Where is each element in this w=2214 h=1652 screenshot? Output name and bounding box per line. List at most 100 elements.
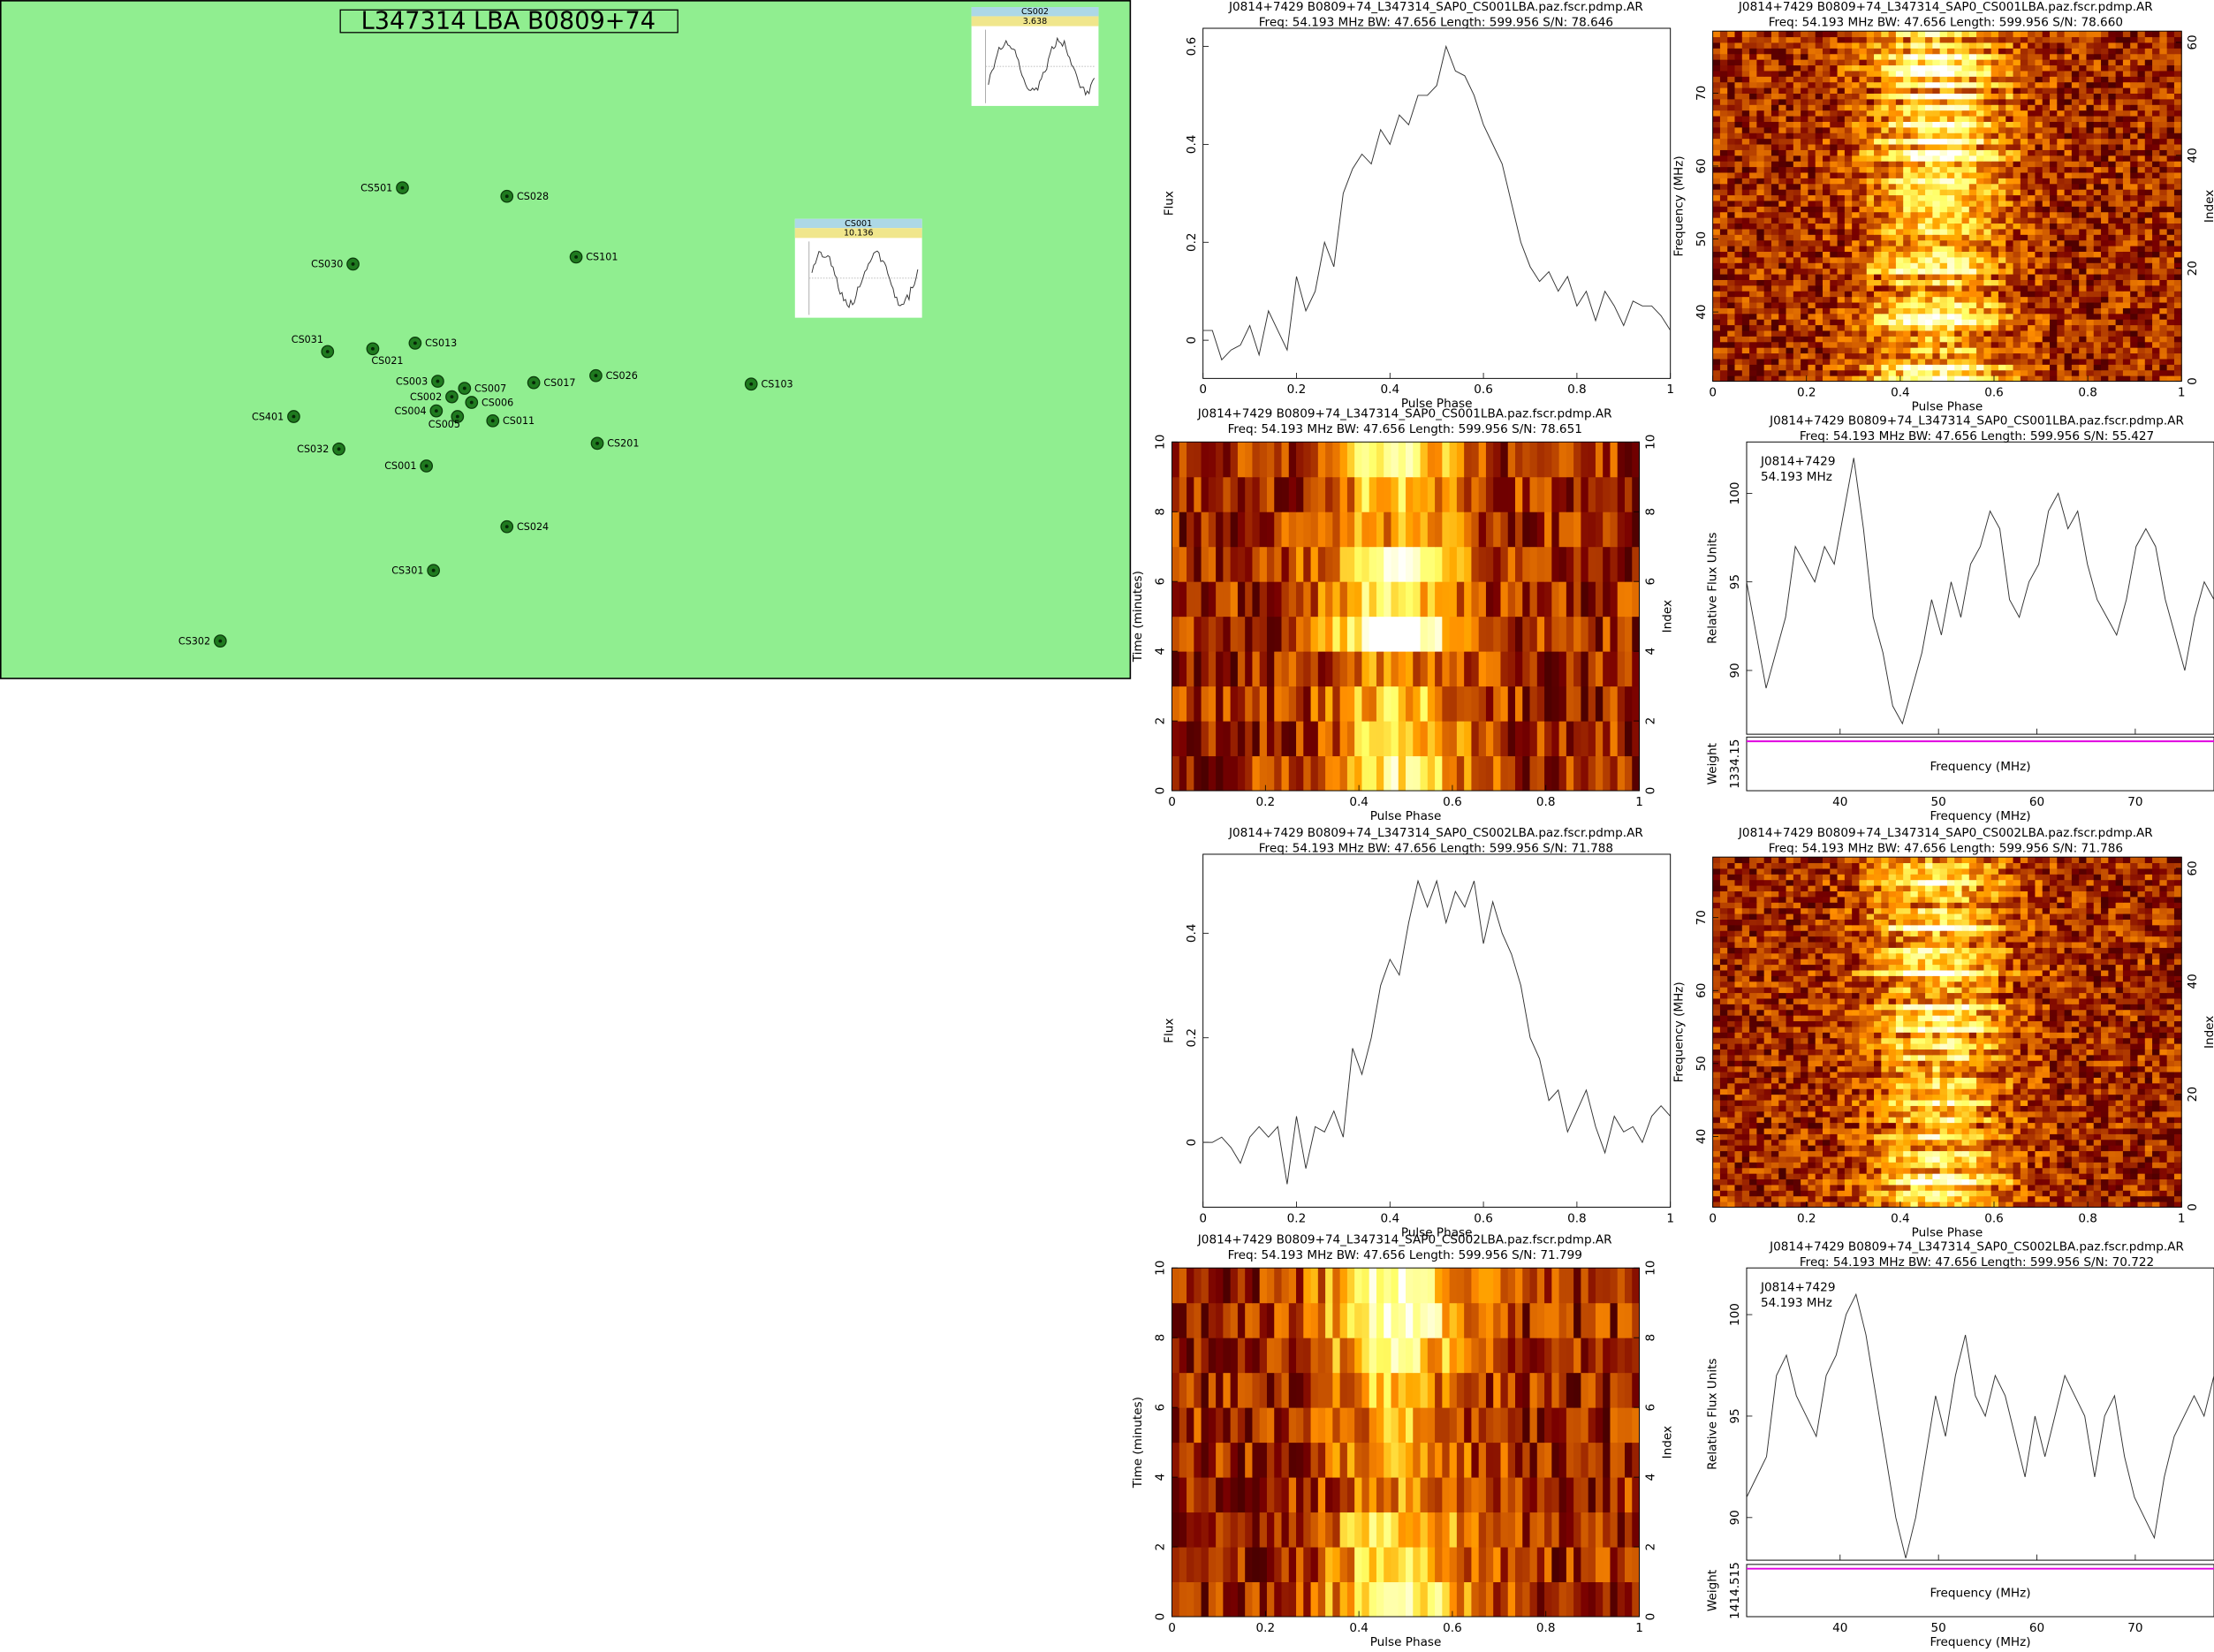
heatmap-cell — [2079, 70, 2087, 77]
heatmap-cell — [1763, 347, 1772, 354]
heatmap-cell — [1946, 239, 1955, 246]
heatmap-cell — [1317, 616, 1326, 652]
heatmap-cell — [1296, 721, 1304, 757]
heatmap-cell — [2108, 183, 2117, 190]
heatmap-cell — [1822, 279, 1831, 286]
heatmap-cell — [1874, 302, 1882, 308]
heatmap-cell — [2079, 161, 2087, 168]
heatmap-cell — [1976, 116, 1984, 122]
heatmap-cell — [2101, 42, 2109, 49]
heatmap-cell — [1801, 330, 1808, 337]
heatmap-cell — [2020, 178, 2028, 185]
heatmap-cell — [2173, 155, 2182, 162]
heatmap-cell — [2093, 369, 2102, 376]
heatmap-cell — [1844, 375, 1853, 383]
heatmap-cell — [2166, 262, 2175, 269]
heatmap-cell — [1990, 1195, 1999, 1202]
heatmap-cell — [1384, 616, 1391, 652]
heatmap-cell — [1281, 442, 1290, 478]
heatmap-cell — [1770, 1201, 1779, 1208]
heatmap-cell — [1932, 48, 1941, 55]
heatmap-cell — [1939, 116, 1948, 122]
heatmap-cell — [2057, 133, 2066, 140]
heatmap-cell — [1719, 211, 1728, 218]
heatmap-cell — [1741, 59, 1750, 66]
heatmap-cell — [1852, 228, 1860, 235]
heatmap-cell — [1719, 352, 1728, 360]
heatmap-cell — [1866, 116, 1875, 122]
heatmap-cell — [1932, 183, 1941, 190]
heatmap-cell — [1786, 76, 1794, 83]
heatmap-cell — [1573, 755, 1581, 792]
plot-frame — [1746, 441, 2214, 735]
heatmap-cell — [1822, 369, 1831, 376]
station-label: CS004 — [394, 405, 426, 417]
heatmap-cell — [1983, 64, 1992, 72]
heatmap-cell — [1749, 200, 1757, 207]
heatmap-cell — [1866, 211, 1875, 218]
heatmap-cell — [2035, 1195, 2043, 1202]
heatmap-cell — [1801, 183, 1808, 190]
heatmap-cell — [1252, 512, 1261, 548]
heatmap-cell — [1917, 341, 1926, 348]
heatmap-cell — [1939, 138, 1948, 145]
heatmap-cell — [2079, 64, 2087, 72]
heatmap-cell — [1976, 302, 1984, 308]
heatmap-cell — [1968, 133, 1977, 140]
heatmap-cell — [1866, 262, 1875, 269]
heatmap-cell — [1522, 616, 1531, 652]
heatmap-cell — [2159, 144, 2168, 150]
heatmap-cell — [2137, 53, 2146, 60]
heatmap-cell — [2152, 228, 2160, 235]
heatmap-cell — [1939, 234, 1948, 241]
heatmap-cell — [1859, 126, 1868, 133]
heatmap-cell — [1770, 319, 1779, 326]
heatmap-cell — [2035, 155, 2043, 162]
heatmap-cell — [1808, 246, 1816, 253]
heatmap-cell — [2159, 228, 2168, 235]
heatmap-cell — [1830, 87, 1839, 95]
panel-title: J0814+7429 B0809+74_L347314_SAP0_CS001LB… — [1769, 413, 2184, 428]
heatmap-cell — [1888, 330, 1897, 337]
heatmap-cell — [1932, 313, 1941, 320]
heatmap-cell — [1859, 217, 1868, 224]
heatmap-cell — [2035, 126, 2043, 133]
heatmap-cell — [1852, 223, 1860, 230]
heatmap-cell — [1983, 172, 1992, 178]
panel-subtitle: Freq: 54.193 MHz BW: 47.656 Length: 599.… — [1259, 16, 1613, 30]
heatmap-cell — [2057, 194, 2066, 201]
heatmap-cell — [1852, 307, 1860, 314]
heatmap-cell — [1866, 217, 1875, 224]
heatmap-cell — [2122, 234, 2131, 241]
heatmap-cell — [1866, 347, 1875, 354]
heatmap-cell — [2005, 144, 2014, 150]
heatmap-cell — [1727, 81, 1735, 88]
heatmap-cell — [1895, 268, 1904, 275]
heatmap-cell — [1874, 172, 1882, 178]
heatmap-cell — [1391, 651, 1399, 687]
heatmap-cell — [1339, 755, 1348, 792]
x-axis-label: Frequency (MHz) — [1930, 809, 2030, 823]
heatmap-cell — [2035, 48, 2043, 55]
heatmap-cell — [1763, 262, 1772, 269]
heatmap-cell — [1808, 189, 1816, 196]
heatmap-cell — [2086, 144, 2095, 150]
heatmap-cell — [2064, 138, 2073, 145]
heatmap-cell — [1801, 53, 1808, 60]
heatmap-cell — [2005, 172, 2014, 178]
heatmap-cell — [1844, 1201, 1853, 1208]
heatmap-cell — [1822, 64, 1831, 72]
heatmap-cell — [1968, 70, 1977, 77]
heatmap-cell — [1852, 172, 1860, 178]
heatmap-cell — [1719, 262, 1728, 269]
heatmap-cell — [1749, 166, 1757, 173]
heatmap-cell — [1522, 651, 1531, 687]
heatmap-cell — [2057, 228, 2066, 235]
heatmap-cell — [2144, 116, 2153, 122]
heatmap-cell — [1968, 87, 1977, 95]
heatmap-cell — [2005, 217, 2014, 224]
heatmap-cell — [2101, 262, 2109, 269]
heatmap-cell — [1910, 206, 1919, 213]
heatmap-cell — [2071, 70, 2080, 77]
heatmap-cell — [2020, 352, 2028, 360]
